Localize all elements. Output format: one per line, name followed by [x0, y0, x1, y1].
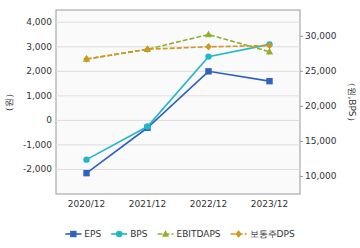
legend: EPS BPS EBITDAPS 보통주DPS	[65, 229, 295, 239]
legend-item: 보통주DPS	[231, 229, 295, 239]
y2-tick-label: 15,000	[305, 136, 337, 146]
y2-tick-label: 20,000	[305, 101, 337, 111]
y2-tick	[300, 36, 303, 37]
series-marker	[144, 46, 150, 53]
legend-item: BPS	[111, 229, 148, 239]
legend-marker	[162, 230, 169, 237]
y2-tick	[300, 176, 303, 177]
y-tick-label: 3,000	[26, 42, 52, 52]
grid-line	[56, 22, 300, 23]
series-group	[83, 31, 273, 177]
series-marker	[205, 31, 212, 38]
legend-marker	[70, 231, 76, 237]
series-marker	[144, 45, 151, 52]
y-tick-label: 0	[46, 115, 52, 125]
series-line	[87, 46, 270, 59]
y2-tick	[300, 106, 303, 107]
plot-frame	[56, 10, 300, 194]
series-marker	[205, 43, 211, 50]
series-marker	[266, 42, 272, 49]
legend-label: EPS	[84, 229, 101, 239]
y-tick-label: -1,000	[23, 140, 52, 150]
series-marker	[205, 53, 211, 59]
legend-label: 보통주DPS	[250, 229, 295, 239]
x-tick-label: 2021/12	[129, 199, 166, 209]
y-tick-label: 1,000	[26, 91, 52, 101]
chart: -2,000 -1,000 0 1,000 2,000 3,000 4,000 10,000 1…	[0, 0, 360, 248]
y-tick-label: 2,000	[26, 66, 52, 76]
grid-line	[56, 144, 300, 145]
y-axis-label: （원）	[4, 89, 14, 116]
series-marker	[83, 55, 90, 62]
legend-label: EBITDAPS	[176, 229, 220, 239]
series-line	[87, 35, 270, 60]
series-marker	[144, 123, 150, 129]
series-marker	[83, 170, 89, 176]
y2-tick	[300, 71, 303, 72]
x-tick-label: 2023/12	[251, 199, 288, 209]
x-tick-label: 2020/12	[68, 199, 105, 209]
y2-tick-label: 10,000	[305, 171, 337, 181]
grid-line	[56, 95, 300, 96]
series-marker	[266, 78, 272, 84]
legend-marker	[116, 231, 122, 237]
series-line	[87, 44, 270, 159]
y-tick-label: 4,000	[26, 17, 52, 27]
legend-item: EBITDAPS	[157, 229, 220, 239]
x-tick-label: 2022/12	[190, 199, 227, 209]
y2-tick-label: 30,000	[305, 31, 337, 41]
y2-axis-label: （원,BPS）	[347, 78, 357, 125]
series-line	[87, 71, 270, 173]
y-tick-label: -2,000	[23, 164, 52, 174]
series-marker	[205, 68, 211, 74]
legend-label: BPS	[130, 229, 148, 239]
y2-tick-label: 25,000	[305, 66, 337, 76]
legend-item: EPS	[65, 229, 101, 239]
series-marker	[83, 156, 89, 162]
grid-line	[56, 120, 300, 121]
y2-tick	[300, 141, 303, 142]
grid-line	[56, 71, 300, 72]
series-marker	[83, 55, 89, 62]
legend-marker	[235, 230, 241, 237]
